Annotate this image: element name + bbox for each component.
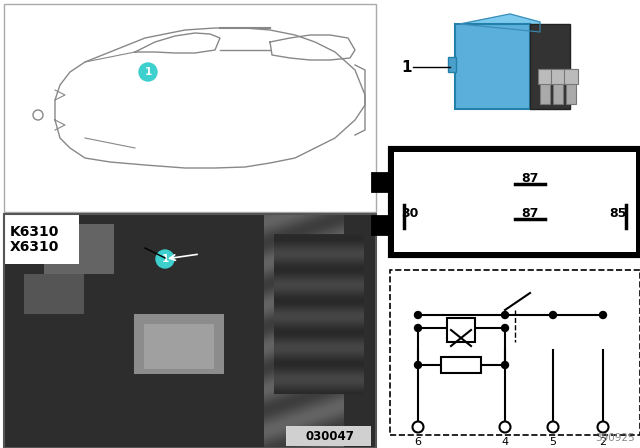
- Text: 87: 87: [522, 172, 539, 185]
- Circle shape: [415, 311, 422, 319]
- Circle shape: [413, 422, 424, 432]
- Circle shape: [502, 324, 509, 332]
- Text: 1: 1: [161, 254, 168, 264]
- Bar: [553, 69, 563, 104]
- Bar: [538, 69, 552, 84]
- Circle shape: [598, 422, 609, 432]
- Bar: [4, 4, 376, 212]
- Bar: [460, 24, 540, 99]
- Circle shape: [415, 324, 422, 332]
- Text: X6310: X6310: [10, 240, 60, 254]
- Text: 30: 30: [401, 207, 419, 220]
- Circle shape: [139, 63, 157, 81]
- Bar: [564, 69, 578, 84]
- Bar: [540, 69, 550, 104]
- Bar: [394, 152, 636, 252]
- Bar: [448, 57, 456, 72]
- Bar: [530, 24, 570, 109]
- Bar: [288, 427, 371, 446]
- Bar: [390, 270, 640, 435]
- Text: 87: 87: [522, 207, 539, 220]
- Polygon shape: [460, 14, 540, 32]
- Circle shape: [33, 110, 43, 120]
- Bar: [566, 69, 576, 104]
- Circle shape: [156, 250, 174, 268]
- Text: 1: 1: [145, 67, 152, 77]
- Bar: [447, 318, 475, 342]
- Circle shape: [502, 311, 509, 319]
- Text: 6: 6: [415, 437, 422, 447]
- Circle shape: [547, 422, 559, 432]
- Text: 2: 2: [600, 437, 607, 447]
- Text: 5: 5: [550, 437, 557, 447]
- Bar: [4, 214, 376, 448]
- Text: K6310: K6310: [10, 225, 60, 239]
- Bar: [551, 69, 565, 84]
- Bar: [390, 148, 640, 256]
- Circle shape: [499, 422, 511, 432]
- Text: 85: 85: [609, 207, 627, 220]
- Circle shape: [600, 311, 607, 319]
- Bar: [372, 216, 390, 234]
- Text: 030047: 030047: [305, 430, 355, 443]
- Bar: [455, 24, 530, 109]
- Bar: [441, 357, 481, 373]
- Circle shape: [502, 362, 509, 369]
- Circle shape: [415, 362, 422, 369]
- Circle shape: [550, 311, 557, 319]
- Text: 4: 4: [501, 437, 509, 447]
- Text: 390925: 390925: [595, 433, 635, 443]
- Text: 1: 1: [402, 60, 412, 74]
- Bar: [372, 173, 390, 191]
